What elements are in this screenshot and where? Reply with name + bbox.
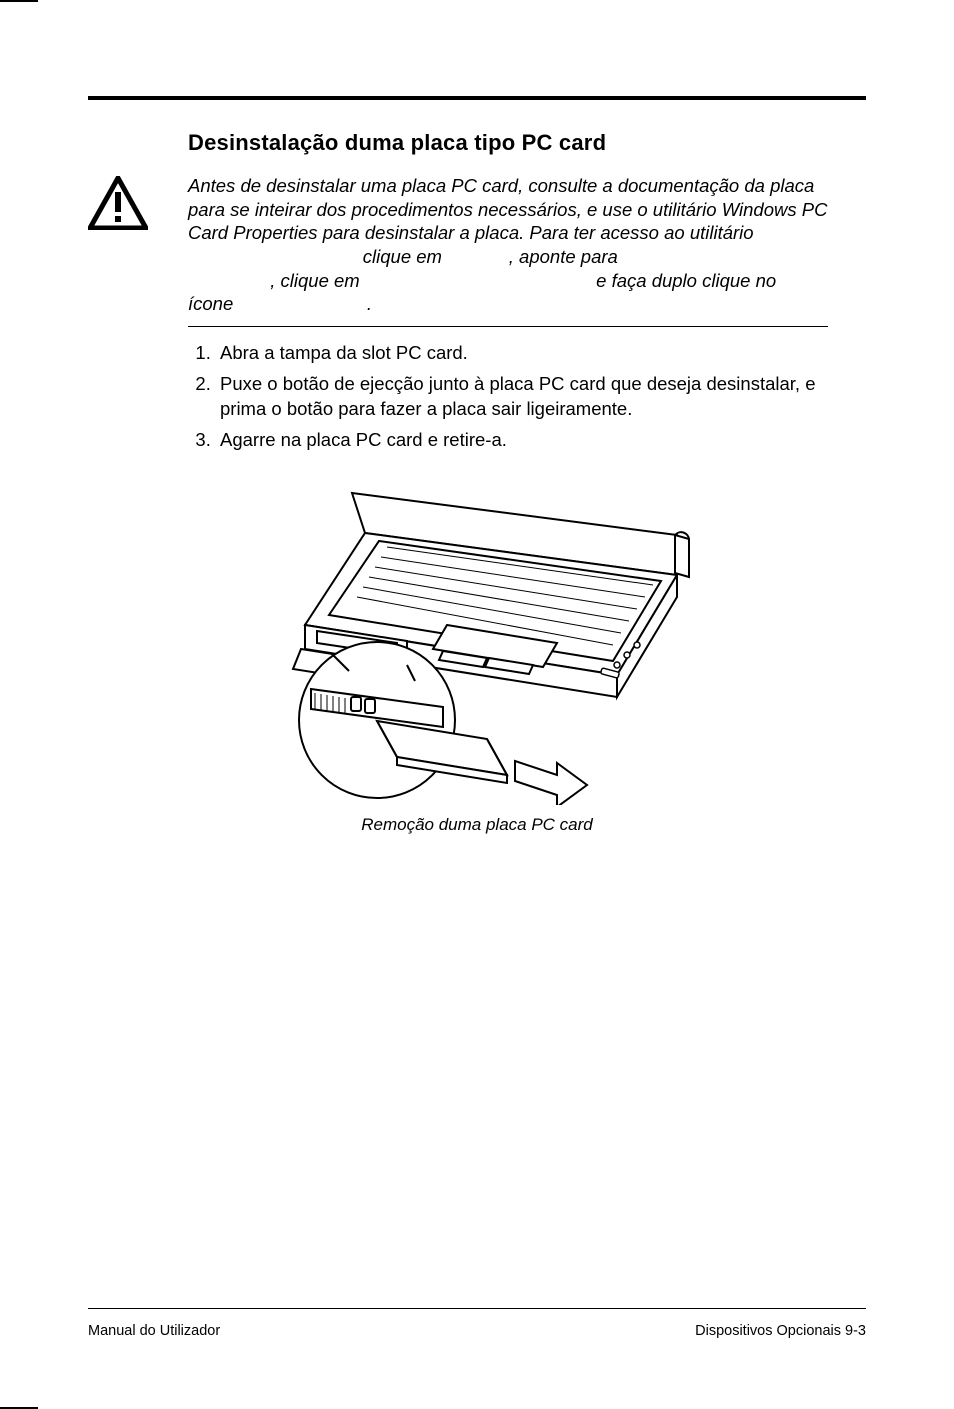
warning-divider — [188, 326, 828, 327]
step-item: Agarre na placa PC card e retire-a. — [216, 428, 856, 453]
footer-left: Manual do Utilizador — [88, 1323, 220, 1339]
figure: Remoção duma placa PC card — [257, 475, 697, 835]
page: Desinstalação duma placa tipo PC card An… — [0, 0, 954, 1409]
header-rule — [88, 96, 866, 100]
content-area: Desinstalação duma placa tipo PC card An… — [88, 130, 866, 1409]
content-frame: Desinstalação duma placa tipo PC card An… — [88, 0, 866, 1409]
figure-caption: Remoção duma placa PC card — [257, 815, 697, 835]
warning-line: . — [367, 293, 372, 314]
warning-line: , clique em — [270, 270, 359, 291]
warning-line: clique em — [363, 246, 442, 267]
steps-list: Abra a tampa da slot PC card. Puxe o bot… — [188, 341, 856, 453]
footer-rule — [88, 1308, 866, 1309]
warning-line: ao utilitário — [664, 222, 753, 243]
footer-right: Dispositivos Opcionais 9-3 — [695, 1323, 866, 1339]
section-title: Desinstalação duma placa tipo PC card — [188, 130, 866, 156]
warning-line: , aponte para — [509, 246, 618, 267]
crop-mark-top-left — [0, 0, 38, 2]
step-item: Abra a tampa da slot PC card. — [216, 341, 856, 366]
warning-line: ícone — [188, 293, 233, 314]
step-item: Puxe o botão de ejecção junto à placa PC… — [216, 372, 856, 422]
warning-text: Antes de desinstalar uma placa PC card, … — [188, 174, 828, 316]
warning-line: Antes de desinstalar uma placa PC card, … — [188, 175, 765, 196]
footer: Manual do Utilizador Dispositivos Opcion… — [88, 1323, 866, 1339]
warning-line: e faça duplo clique no — [596, 270, 776, 291]
warning-icon — [88, 176, 148, 230]
warning-block: Antes de desinstalar uma placa PC card, … — [88, 174, 866, 316]
